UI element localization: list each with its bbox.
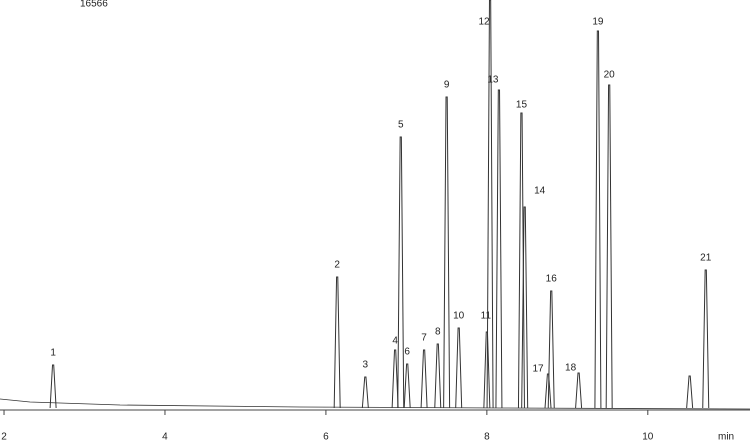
peak-label: 1 — [50, 348, 56, 359]
peak-label: 16 — [546, 274, 558, 285]
peak-label: 7 — [421, 333, 427, 344]
peak — [594, 30, 602, 409]
x-tick-label: 8 — [484, 432, 490, 443]
peak-label: 9 — [444, 80, 450, 91]
peak — [517, 112, 525, 409]
peak — [49, 364, 57, 409]
peak-label: 5 — [398, 120, 404, 131]
x-axis-label: min — [718, 432, 734, 443]
peak-label: 4 — [392, 336, 398, 347]
peak — [495, 89, 503, 409]
peak — [686, 375, 694, 409]
peak-label: 14 — [534, 186, 546, 197]
peak-label: 12 — [479, 17, 491, 28]
peak-label: 6 — [404, 347, 410, 358]
peak — [397, 136, 405, 409]
peak-label: 20 — [604, 70, 616, 81]
peak-label: 8 — [435, 327, 441, 338]
peak — [455, 327, 463, 409]
peak — [333, 276, 341, 409]
peak — [391, 349, 399, 409]
peak — [702, 269, 710, 409]
peak — [521, 206, 529, 409]
peak-label: 13 — [487, 75, 499, 86]
peak — [544, 373, 552, 409]
peak — [403, 363, 411, 409]
peak-label: 15 — [516, 100, 528, 111]
peak — [486, 0, 494, 409]
peak — [483, 331, 491, 409]
peak — [434, 343, 442, 409]
peak-label: 19 — [592, 17, 604, 28]
baseline — [0, 398, 750, 410]
peak — [420, 349, 428, 409]
peak-label: 21 — [700, 253, 712, 264]
peak-label: 3 — [363, 360, 369, 371]
peak-label: 17 — [532, 364, 544, 375]
x-tick-label: 6 — [323, 432, 329, 443]
peak-label: 10 — [453, 311, 465, 322]
x-tick-label: 4 — [162, 432, 168, 443]
peak — [547, 290, 555, 409]
peak — [575, 372, 583, 409]
peak — [361, 376, 369, 409]
peak-label: 18 — [565, 363, 577, 374]
peak — [605, 84, 613, 409]
x-tick-label: 2 — [1, 432, 7, 443]
peak-label: 11 — [481, 311, 492, 322]
peak-label: 2 — [334, 260, 340, 271]
peak — [443, 96, 451, 409]
chart-title: 16566 — [80, 0, 108, 10]
x-tick-label: 10 — [642, 432, 654, 443]
